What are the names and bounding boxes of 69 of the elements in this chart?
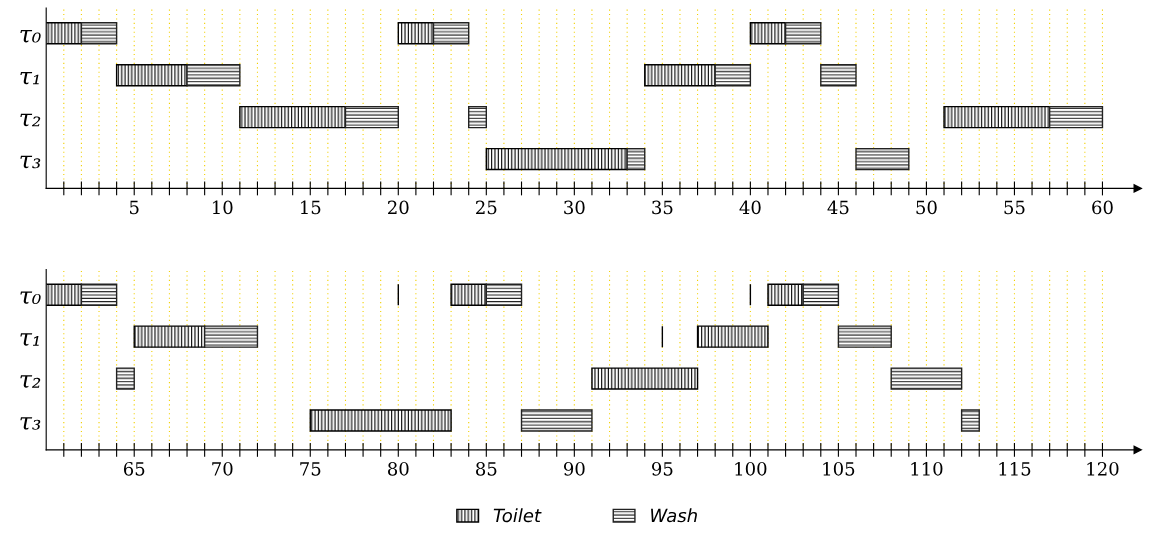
bar [46,283,83,306]
bar [820,64,857,87]
y-tick-label: τ₃ [20,155,41,169]
bar [1048,105,1104,129]
bar [837,325,892,348]
x-tick-label: 80 [388,461,409,476]
bar [432,22,470,45]
x-tick-label: 100 [735,461,767,476]
bar [80,22,118,45]
bar [767,283,804,306]
bar [115,64,188,87]
x-tick-label: 35 [652,200,673,215]
bar [485,147,628,171]
x-tick-label: 15 [300,200,321,215]
bar [696,325,769,348]
x-tick-label: 55 [1004,200,1025,215]
bar [960,409,980,432]
bar [450,283,488,306]
bar [520,409,593,432]
bar [644,64,716,87]
bar [186,64,241,87]
bar [591,367,699,390]
x-tick-label: 5 [130,200,139,215]
x-tick-label: 30 [564,200,585,215]
bar [80,283,118,306]
y-tick-label: τ₃ [20,417,41,430]
bar [890,367,963,390]
x-tick-label: 120 [1087,461,1119,476]
bar [239,105,347,129]
x-tick-label: 95 [652,461,673,476]
bar [855,147,910,171]
y-tick-label: τ₀ [20,291,41,304]
x-tick-label: 60 [1092,200,1113,215]
legend-label: Toilet [493,508,542,523]
bar [133,325,206,348]
x-tick-label: 70 [212,461,233,476]
x-tick-label: 20 [388,200,409,215]
bar [784,22,822,45]
x-tick-label: 105 [823,461,855,476]
x-tick-label: 10 [212,200,233,215]
bar [714,64,752,87]
bar [802,283,840,306]
y-tick-label: τ₂ [20,113,41,127]
x-tick-label: 25 [476,200,497,215]
x-tick-label: 65 [123,461,145,476]
bar [626,147,646,171]
bar [397,22,435,45]
y-tick-label: τ₂ [20,375,41,388]
x-tick-label: 110 [911,461,943,476]
bar [749,22,787,45]
x-tick-label: 75 [300,462,321,476]
bar [309,409,452,432]
bar [115,367,135,390]
x-tick-label: 50 [916,200,937,215]
x-tick-label: 115 [999,461,1031,476]
y-tick-label: τ₁ [20,71,39,85]
bar [203,325,259,348]
x-tick-label: 45 [827,200,849,215]
bar [46,22,83,45]
x-tick-label: 90 [563,461,585,476]
bar [943,105,1051,129]
bar [468,105,488,129]
x-tick-label: 85 [476,461,497,476]
legend-label: Wash [651,508,697,523]
y-tick-label: τ₀ [20,30,41,43]
y-tick-label: τ₁ [20,333,39,346]
bar [344,105,399,129]
bar [485,283,523,306]
x-tick-label: 40 [739,200,761,215]
